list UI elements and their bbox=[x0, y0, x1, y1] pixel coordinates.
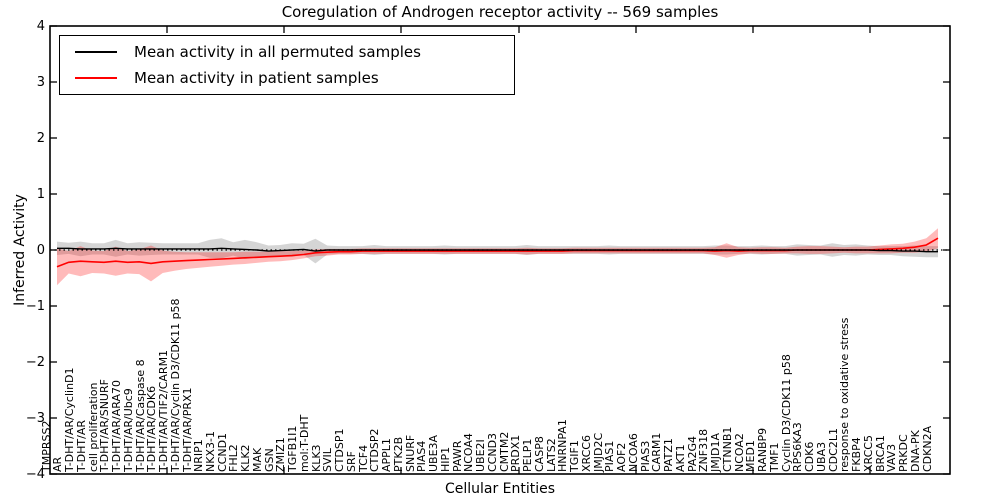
x-tick-label: UBE2I bbox=[474, 439, 488, 472]
x-tick-label: PAWR bbox=[450, 440, 464, 472]
x-tick-label: TGIF1 bbox=[568, 440, 582, 472]
x-tick-label: ZNF318 bbox=[697, 428, 711, 472]
x-tick-label: PIAS1 bbox=[603, 440, 617, 472]
x-tick-label: AR bbox=[51, 456, 65, 472]
x-tick-label: JMJD2C bbox=[591, 432, 605, 472]
x-tick-label: LATS2 bbox=[544, 438, 558, 472]
x-tick-label: RANBP9 bbox=[756, 427, 769, 472]
x-tick-label: T-DHT/AR/Ubc9 bbox=[121, 388, 135, 472]
x-tick-label: PTK2B bbox=[391, 436, 405, 472]
x-tick-label: PRDX1 bbox=[509, 434, 523, 472]
x-tick-label: mol:T-DHT bbox=[297, 414, 311, 472]
x-axis-label: Cellular Entities bbox=[444, 481, 556, 497]
y-tick-label: 1 bbox=[36, 186, 45, 202]
x-tick-label: BRCA1 bbox=[873, 435, 887, 472]
x-tick-label: T-DHT/AR/PRX1 bbox=[180, 387, 194, 472]
legend-label-patient: Mean activity in patient samples bbox=[134, 68, 379, 87]
y-tick-label: 0 bbox=[36, 242, 45, 258]
y-tick-label: 4 bbox=[36, 18, 45, 34]
x-tick-label: HIP1 bbox=[438, 446, 452, 472]
chart-title: Coregulation of Androgen receptor activi… bbox=[281, 3, 719, 21]
x-tick-label: T-DHT/AR bbox=[74, 419, 88, 472]
x-tick-label: CTNNB1 bbox=[720, 426, 734, 472]
y-tick-label: 2 bbox=[36, 130, 45, 146]
x-tick-label: T-DHT/AR/CyclinD1 bbox=[63, 367, 76, 472]
x-tick-label: PIAS3 bbox=[638, 440, 652, 472]
patient-band bbox=[57, 228, 938, 286]
x-tick-label: TMF1 bbox=[767, 442, 781, 472]
y-tick-label: −4 bbox=[25, 466, 45, 482]
x-tick-label: FKBP4 bbox=[850, 437, 863, 472]
legend-item-permuted: Mean activity in all permuted samples bbox=[60, 43, 514, 61]
x-tick-label: TGFB1I1 bbox=[286, 425, 300, 472]
y-tick-label: 3 bbox=[36, 74, 45, 90]
x-tick-label: APPL1 bbox=[380, 438, 394, 472]
x-tick-label: CARM1 bbox=[650, 432, 664, 472]
x-tick-label: SRF bbox=[344, 451, 358, 472]
x-tick-label: NKX3-1 bbox=[204, 431, 217, 472]
x-tick-label: XRCC5 bbox=[861, 435, 875, 472]
patient-line-sample-icon bbox=[75, 76, 117, 79]
x-tick-label: T-DHT/AR/Caspase 8 bbox=[133, 359, 147, 472]
x-tick-label: cell proliferation bbox=[86, 382, 100, 472]
x-tick-label: ZMIZ1 bbox=[274, 437, 288, 472]
x-tick-label: T-DHT/AR/CDK6 bbox=[145, 385, 159, 472]
x-tick-label: TMPRSS2 bbox=[39, 420, 53, 472]
x-tick-label: Cyclin D3/CDK11 p58 bbox=[779, 354, 793, 472]
y-tick-label: −3 bbox=[25, 410, 45, 426]
x-tick-label: KLK2 bbox=[239, 444, 253, 472]
x-tick-label: NCOA6 bbox=[626, 433, 640, 472]
x-tick-label: T-DHT/AR/ARA70 bbox=[110, 380, 123, 472]
x-tick-label: CTDSP2 bbox=[368, 428, 382, 472]
x-tick-label: JMJD1A bbox=[709, 433, 723, 472]
x-tick-label: PIAS4 bbox=[415, 440, 429, 472]
y-tick-label: −2 bbox=[25, 354, 45, 370]
x-tick-label: SVIL bbox=[321, 448, 335, 472]
x-tick-label: T-DHT/AR/Cyclin D3/CDK11 p58 bbox=[168, 298, 182, 472]
x-tick-label: UBA3 bbox=[814, 441, 828, 472]
x-tick-label: NCOA4 bbox=[462, 433, 476, 472]
x-tick-label: CASP8 bbox=[532, 436, 546, 472]
x-tick-label: PA2G4 bbox=[685, 436, 699, 472]
x-tick-label: CCND3 bbox=[485, 432, 499, 472]
x-tick-label: PELP1 bbox=[521, 438, 535, 472]
x-tick-label: AOF2 bbox=[615, 442, 629, 472]
x-tick-label: MED1 bbox=[744, 440, 758, 472]
x-tick-label: MAK bbox=[250, 447, 264, 472]
x-tick-label: CDK6 bbox=[803, 441, 816, 472]
permuted-line bbox=[57, 247, 938, 253]
x-tick-label: PRKDC bbox=[897, 434, 910, 472]
x-tick-label: HNRNPA1 bbox=[556, 419, 570, 472]
x-tick-label: DNA-PK bbox=[908, 430, 922, 472]
x-tick-label: T-DHT/AR/TIF2/CARM1 bbox=[157, 349, 170, 472]
permuted-line-sample-icon bbox=[75, 51, 117, 54]
x-tick-label: FHL2 bbox=[227, 444, 241, 472]
x-tick-label: CMTM2 bbox=[497, 431, 511, 472]
x-tick-label: XRCC6 bbox=[579, 435, 593, 472]
x-tick-label: CDC2L1 bbox=[826, 428, 840, 472]
legend-item-patient: Mean activity in patient samples bbox=[60, 69, 514, 87]
x-tick-label: RPS6KA3 bbox=[791, 422, 805, 472]
legend: Mean activity in all permuted samples Me… bbox=[59, 35, 515, 95]
x-tick-label: T-DHT/AR/SNURF bbox=[98, 379, 112, 472]
x-tick-label: NRIP1 bbox=[192, 439, 206, 472]
x-tick-label: CDKN2A bbox=[920, 425, 934, 472]
legend-label-permuted: Mean activity in all permuted samples bbox=[134, 43, 421, 62]
x-tick-label: response to oxidative stress bbox=[838, 317, 852, 472]
x-tick-label: SNURF bbox=[403, 434, 417, 472]
x-tick-label: AKT1 bbox=[673, 444, 687, 472]
x-tick-label: VAV3 bbox=[885, 443, 899, 472]
x-tick-label: CTDSP1 bbox=[333, 428, 347, 472]
x-tick-label: NCOA2 bbox=[732, 433, 746, 472]
y-tick-label: −1 bbox=[25, 298, 45, 314]
x-tick-label: PATZ1 bbox=[662, 438, 676, 472]
x-tick-label: UBE3A bbox=[427, 434, 441, 472]
